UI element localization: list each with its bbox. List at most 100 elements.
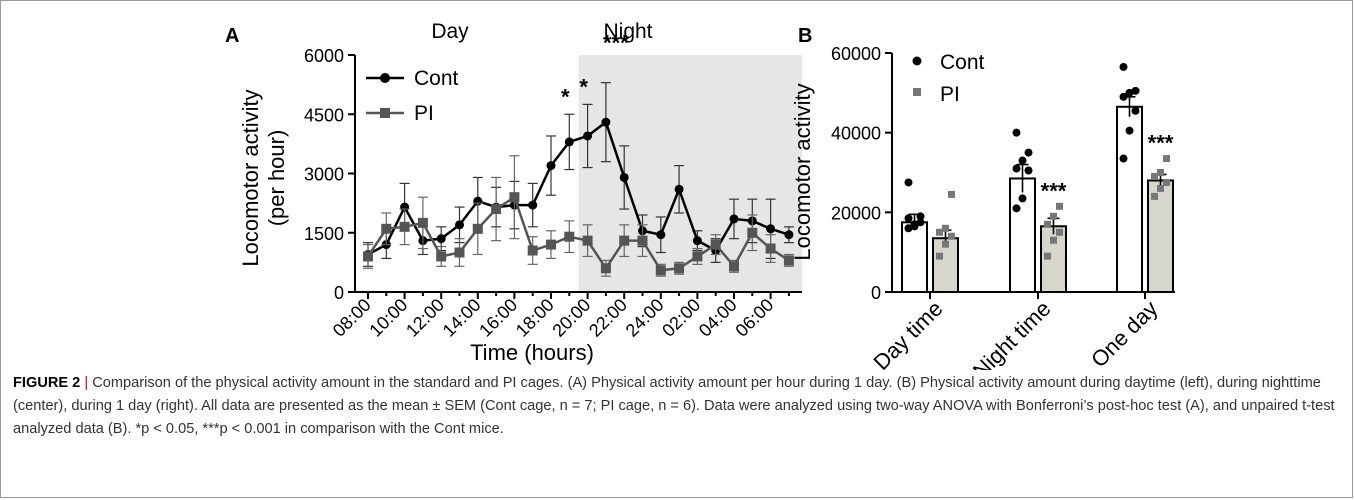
x-tick-label: 24:00 (622, 295, 668, 341)
data-point-cont (729, 214, 739, 224)
data-point-pi (399, 221, 410, 232)
legend-label-pi: PI (414, 102, 434, 125)
night-shading (578, 55, 802, 292)
y-tick-label: 0 (334, 283, 344, 303)
x-tick-label: 06:00 (731, 295, 777, 341)
data-point-pi (692, 251, 703, 262)
point-cont (904, 224, 913, 233)
point-pi (936, 252, 943, 260)
point-cont (1119, 92, 1128, 101)
data-point-cont (528, 200, 538, 210)
data-point-cont (583, 131, 593, 141)
significance-marker: *** (603, 31, 629, 56)
data-point-pi (363, 251, 373, 262)
x-tick-label: 10:00 (365, 295, 411, 341)
legend-marker-pi (380, 108, 390, 118)
data-point-cont (455, 220, 464, 230)
data-point-pi (509, 192, 520, 203)
point-cont (904, 214, 913, 223)
caption-figure-number: FIGURE 2 (13, 375, 81, 391)
figure-caption: FIGURE 2 | Comparison of the physical ac… (13, 372, 1338, 441)
y-tick-label-b: 60000 (831, 44, 881, 64)
bar-cont (1116, 105, 1143, 294)
legend-label-cont-b: Cont (940, 51, 985, 74)
data-point-pi (729, 261, 739, 272)
data-point-pi (527, 245, 538, 256)
y-axis-title-b: Locomotor activity (790, 83, 815, 260)
data-point-cont (619, 172, 629, 182)
data-point-pi (783, 255, 794, 266)
point-pi (1163, 155, 1170, 163)
phase-label-night: Night (603, 20, 652, 43)
data-point-cont (674, 184, 684, 194)
point-pi (1163, 178, 1170, 186)
data-point-pi (619, 235, 630, 246)
y-tick-label: 4500 (304, 105, 344, 125)
point-cont (1012, 164, 1021, 173)
legend-marker-cont (380, 73, 390, 83)
data-point-cont (564, 137, 574, 147)
point-pi (1044, 220, 1051, 228)
panel-label-b: B (798, 25, 812, 47)
data-point-pi (747, 227, 758, 238)
data-point-pi (491, 204, 502, 215)
point-cont (916, 212, 925, 221)
data-point-pi (472, 223, 483, 234)
data-point-cont (692, 236, 702, 246)
point-cont (1024, 166, 1033, 175)
point-cont (1024, 148, 1033, 157)
significance-marker-b: *** (1148, 131, 1174, 156)
data-point-cont (766, 224, 776, 234)
point-cont (1131, 86, 1140, 95)
x-category-label: Day time (868, 296, 947, 370)
point-pi (948, 232, 955, 240)
point-cont (1125, 88, 1134, 97)
data-point-cont (656, 230, 666, 240)
point-cont (916, 218, 925, 227)
point-cont (1012, 204, 1021, 213)
point-pi (1044, 252, 1051, 260)
y-tick-label: 3000 (304, 165, 344, 185)
point-pi (942, 224, 949, 232)
data-point-cont (436, 234, 446, 244)
data-point-pi (582, 235, 593, 246)
data-point-cont (601, 117, 611, 127)
panel-label-a: A (225, 25, 239, 47)
data-point-pi (674, 263, 685, 274)
y-tick-label: 1500 (304, 224, 344, 244)
x-tick-label: 12:00 (402, 295, 448, 341)
legend-label-cont: Cont (414, 67, 459, 90)
y-tick-label-b: 20000 (831, 203, 881, 223)
significance-marker: * (561, 84, 570, 109)
caption-separator: | (80, 375, 93, 391)
point-pi (1157, 169, 1164, 176)
data-point-pi (436, 251, 447, 262)
point-pi (948, 190, 955, 198)
legend-marker-pi-b (913, 88, 921, 96)
y-axis-title-line2: (per hour) (264, 130, 289, 227)
x-tick-label: 16:00 (475, 295, 521, 341)
point-cont (1125, 126, 1134, 135)
point-pi (1151, 172, 1158, 180)
data-point-pi (564, 231, 575, 242)
point-cont (1119, 154, 1128, 163)
point-cont (904, 178, 913, 187)
point-pi (942, 240, 949, 248)
data-point-pi (417, 217, 428, 228)
point-pi (1050, 236, 1057, 244)
point-pi (1050, 212, 1057, 220)
point-cont (1131, 106, 1140, 115)
data-point-pi (600, 263, 611, 274)
y-tick-label: 6000 (304, 46, 344, 66)
data-point-cont (784, 230, 794, 240)
significance-marker: * (579, 74, 588, 99)
data-point-cont (546, 161, 556, 171)
x-category-label: One day (1086, 296, 1162, 370)
caption-text: Comparison of the physical activity amou… (13, 375, 1335, 437)
x-axis-title: Time (hours) (470, 340, 594, 365)
point-pi (1056, 202, 1063, 210)
x-tick-label: 18:00 (512, 295, 558, 341)
x-tick-label: 14:00 (439, 295, 485, 341)
panel-b-bar-chart: B 0 20000 40000 60000 Locomotor activity Day t… (790, 25, 1175, 370)
